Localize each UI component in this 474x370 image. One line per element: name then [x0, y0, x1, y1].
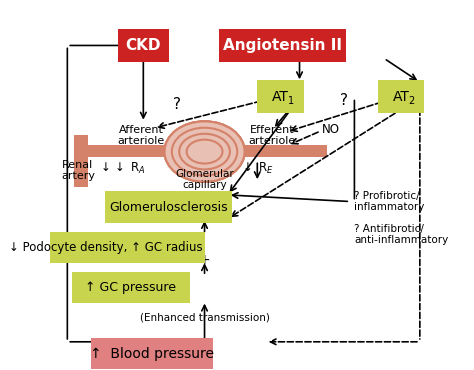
Text: ↑ GC pressure: ↑ GC pressure — [85, 281, 176, 294]
Text: ? Profibrotic/
inflammatory: ? Profibrotic/ inflammatory — [355, 191, 425, 212]
Ellipse shape — [164, 121, 245, 182]
FancyBboxPatch shape — [87, 145, 165, 157]
Text: 2: 2 — [408, 96, 415, 106]
Ellipse shape — [85, 146, 90, 157]
Text: Renal
artery: Renal artery — [61, 159, 95, 181]
FancyBboxPatch shape — [257, 80, 304, 113]
Text: NO: NO — [322, 124, 340, 137]
Text: Efferent
arteriole: Efferent arteriole — [248, 125, 296, 146]
Text: ?: ? — [173, 97, 181, 112]
FancyBboxPatch shape — [244, 145, 320, 157]
Text: ?: ? — [272, 97, 280, 112]
FancyBboxPatch shape — [72, 272, 190, 303]
Text: ? Antifibrotic/
anti-inflammatory: ? Antifibrotic/ anti-inflammatory — [355, 224, 449, 245]
FancyBboxPatch shape — [378, 80, 424, 113]
Text: 1: 1 — [288, 96, 294, 106]
Text: (Enhanced transmission): (Enhanced transmission) — [140, 312, 270, 322]
Text: CKD: CKD — [126, 38, 161, 53]
FancyBboxPatch shape — [6, 232, 205, 263]
FancyBboxPatch shape — [319, 145, 327, 157]
Ellipse shape — [164, 121, 245, 182]
FancyBboxPatch shape — [219, 29, 346, 62]
FancyBboxPatch shape — [105, 191, 232, 223]
Text: ↑  Blood pressure: ↑ Blood pressure — [90, 347, 214, 361]
Text: $\downarrow$ R$_E$: $\downarrow$ R$_E$ — [240, 161, 274, 176]
FancyBboxPatch shape — [91, 338, 213, 370]
Text: +: + — [199, 253, 210, 267]
Ellipse shape — [164, 121, 245, 182]
Text: ↓ Podocyte density, ↑ GC radius: ↓ Podocyte density, ↑ GC radius — [9, 241, 202, 254]
FancyBboxPatch shape — [118, 29, 169, 62]
Text: Afferent
arteriole: Afferent arteriole — [118, 125, 165, 146]
FancyBboxPatch shape — [88, 146, 146, 157]
FancyBboxPatch shape — [73, 135, 89, 187]
Text: AT: AT — [392, 90, 409, 104]
Text: AT: AT — [272, 90, 289, 104]
Text: Angiotensin II: Angiotensin II — [223, 38, 342, 53]
Text: ?: ? — [340, 93, 348, 108]
Text: Glomerular
capillary: Glomerular capillary — [175, 169, 234, 190]
Text: $\downarrow\downarrow$ R$_A$: $\downarrow\downarrow$ R$_A$ — [98, 161, 146, 176]
Text: Glomerulosclerosis: Glomerulosclerosis — [109, 201, 228, 213]
